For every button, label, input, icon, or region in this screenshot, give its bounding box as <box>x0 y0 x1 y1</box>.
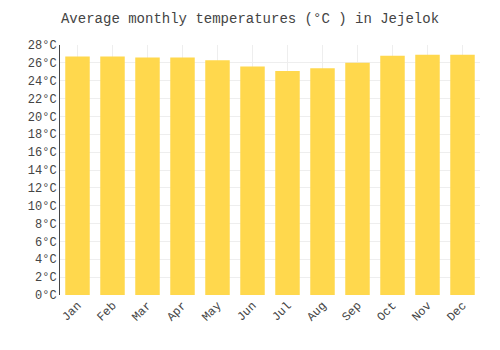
svg-text:22°C: 22°C <box>28 93 57 107</box>
svg-text:14°C: 14°C <box>28 164 57 178</box>
svg-text:12°C: 12°C <box>28 182 57 196</box>
svg-text:Nov: Nov <box>409 299 434 324</box>
svg-text:Feb: Feb <box>94 299 119 324</box>
svg-text:6°C: 6°C <box>35 236 57 250</box>
svg-text:May: May <box>199 299 224 324</box>
svg-text:26°C: 26°C <box>28 57 57 71</box>
svg-text:24°C: 24°C <box>28 75 57 89</box>
svg-text:0°C: 0°C <box>35 289 57 303</box>
svg-text:18°C: 18°C <box>28 128 57 142</box>
svg-text:Sep: Sep <box>339 299 364 324</box>
svg-text:Apr: Apr <box>164 299 189 324</box>
svg-text:8°C: 8°C <box>35 218 57 232</box>
svg-text:Mar: Mar <box>129 299 154 324</box>
svg-text:20°C: 20°C <box>28 111 57 125</box>
svg-text:Aug: Aug <box>304 299 329 324</box>
svg-text:16°C: 16°C <box>28 146 57 160</box>
svg-text:28°C: 28°C <box>28 39 57 53</box>
svg-text:10°C: 10°C <box>28 200 57 214</box>
svg-text:Jan: Jan <box>59 299 84 324</box>
svg-text:2°C: 2°C <box>35 271 57 285</box>
svg-text:Jul: Jul <box>269 299 294 324</box>
svg-text:4°C: 4°C <box>35 253 57 267</box>
svg-text:Oct: Oct <box>374 299 399 324</box>
svg-text:Jun: Jun <box>234 299 259 324</box>
svg-text:Average monthly temperatures (: Average monthly temperatures (°C ) in Je… <box>61 11 439 27</box>
svg-text:Dec: Dec <box>444 299 469 324</box>
